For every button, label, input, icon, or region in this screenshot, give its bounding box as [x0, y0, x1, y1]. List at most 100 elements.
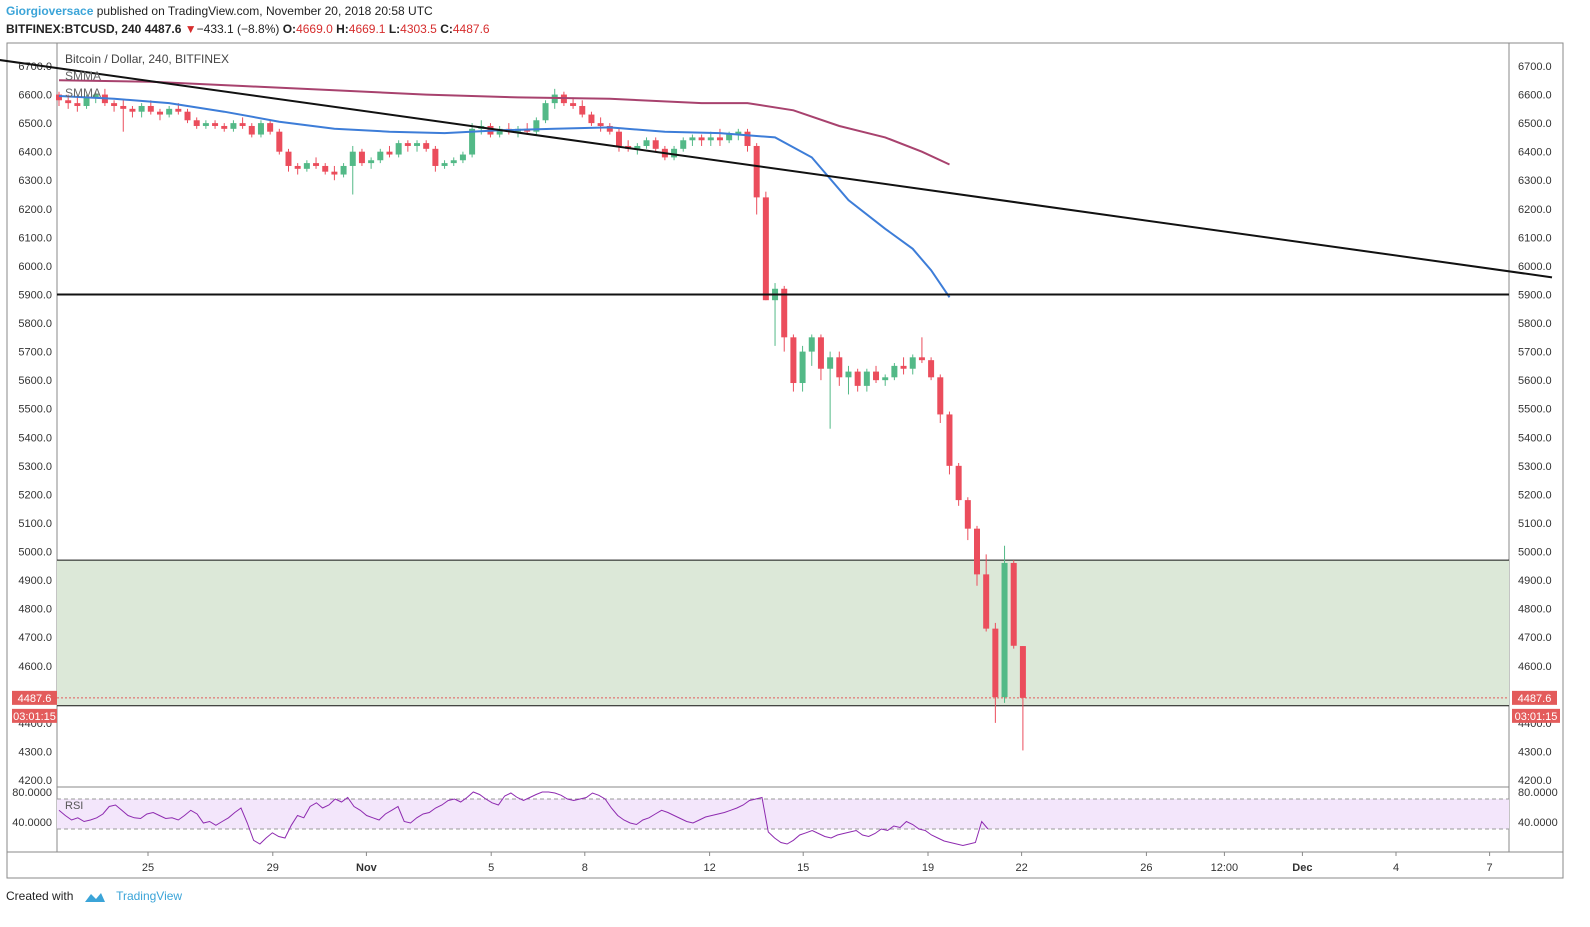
- y-tick-label-right: 6300.0: [1518, 175, 1552, 187]
- y-tick-label-left: 5900.0: [18, 289, 52, 301]
- y-tick-label-left: 5400.0: [18, 432, 52, 444]
- y-tick-label-right: 5400.0: [1518, 432, 1552, 444]
- candle-up: [377, 151, 384, 161]
- candle-up: [735, 131, 742, 135]
- y-tick-label-left: 5100.0: [18, 518, 52, 530]
- drawn-lines[interactable]: [0, 55, 1553, 699]
- y-tick-label-left: 4800.0: [18, 604, 52, 616]
- y-tick-label-left: 5200.0: [18, 489, 52, 501]
- candle-down: [111, 103, 118, 106]
- last-price: 4487.6: [144, 22, 182, 36]
- x-tick-label: 29: [267, 862, 279, 874]
- published-text: published on TradingView.com, November 2…: [96, 4, 433, 18]
- candle-up: [799, 351, 806, 384]
- candle-up: [83, 97, 90, 106]
- candle-down: [331, 171, 338, 175]
- y-tick-label-right: 6200.0: [1518, 204, 1552, 216]
- candle-down: [992, 628, 999, 698]
- candle-down: [1010, 562, 1017, 646]
- support-zone-layer: [57, 559, 1509, 707]
- candle-down: [753, 145, 760, 198]
- candle-up: [349, 151, 356, 166]
- smma-fast-line: [58, 95, 951, 298]
- candle-down: [918, 357, 925, 361]
- candle-up: [1001, 562, 1008, 698]
- candle-down: [873, 371, 880, 381]
- candle-down: [937, 377, 944, 415]
- candle-down: [267, 123, 274, 132]
- candle-down: [184, 111, 191, 121]
- candle-up: [671, 148, 678, 158]
- candle-down: [221, 125, 228, 129]
- candle-down: [147, 105, 154, 112]
- y-tick-label-right: 6400.0: [1518, 147, 1552, 159]
- candle-down: [597, 123, 604, 126]
- price-badge-left: 4487.6: [18, 693, 52, 705]
- x-tick-label: 15: [797, 862, 809, 874]
- rsi-tick-label-left: 40.0000: [12, 817, 52, 829]
- y-tick-label-left: 5800.0: [18, 318, 52, 330]
- candle-up: [680, 140, 687, 149]
- legend-smma-2[interactable]: SMMA: [65, 86, 101, 100]
- legend-smma-1[interactable]: SMMA: [65, 69, 101, 83]
- candle-up: [909, 357, 916, 369]
- candle-down: [1019, 646, 1026, 698]
- candle-down: [781, 288, 788, 338]
- y-tick-label-right: 4200.0: [1518, 775, 1552, 787]
- x-tick-label: 12: [703, 862, 715, 874]
- rsi-line: [58, 791, 989, 847]
- y-tick-label-left: 6300.0: [18, 175, 52, 187]
- candle-up: [92, 94, 99, 98]
- trendline[interactable]: [0, 55, 1553, 279]
- moving-averages: [58, 79, 951, 298]
- candle-down: [129, 108, 136, 112]
- y-tick-label-right: 6600.0: [1518, 90, 1552, 102]
- candle-down: [974, 528, 980, 575]
- candle-down: [762, 197, 769, 301]
- rsi-band: [57, 799, 1509, 829]
- candle-up: [138, 105, 145, 112]
- close-label: C:: [440, 22, 453, 36]
- candle-up: [303, 163, 310, 169]
- countdown-badge-left: 03:01:15: [13, 711, 56, 723]
- candle-down: [175, 108, 182, 112]
- candle-up: [542, 103, 549, 121]
- publish-info: Giorgioversace published on TradingView.…: [6, 4, 433, 19]
- y-tick-label-left: 6500.0: [18, 118, 52, 130]
- open-label: O:: [282, 22, 297, 36]
- x-tick-label: 19: [922, 862, 934, 874]
- y-tick-label-right: 5000.0: [1518, 547, 1552, 559]
- high-value: 4669.1: [348, 22, 386, 36]
- x-tick-label: 26: [1140, 862, 1152, 874]
- candle-up: [689, 137, 696, 141]
- tradingview-link[interactable]: TradingView: [116, 889, 183, 903]
- candle-down: [322, 165, 329, 172]
- y-tick-label-right: 6500.0: [1518, 118, 1552, 130]
- y-tick-label-right: 5900.0: [1518, 289, 1552, 301]
- candle-up: [257, 123, 264, 135]
- legend-rsi[interactable]: RSI: [65, 800, 83, 812]
- y-tick-label-left: 4600.0: [18, 661, 52, 673]
- candle-down: [239, 123, 246, 126]
- author-link[interactable]: Giorgioversace: [6, 4, 94, 18]
- close-value: 4487.6: [452, 22, 490, 36]
- candle-up: [496, 128, 503, 135]
- high-label: H:: [336, 22, 349, 36]
- y-tick-label-right: 4300.0: [1518, 746, 1552, 758]
- candle-down: [744, 131, 751, 146]
- x-tick-label: 22: [1015, 862, 1027, 874]
- price-change: −433.1 (−8.8%): [196, 22, 280, 36]
- candle-down: [120, 105, 127, 109]
- candle-down: [248, 125, 255, 135]
- candle-down: [404, 143, 411, 146]
- candle-down: [56, 94, 62, 101]
- candle-down: [955, 465, 962, 501]
- support-zone[interactable]: [57, 560, 1509, 706]
- y-tick-label-left: 5500.0: [18, 404, 52, 416]
- rsi-tick-label-right: 80.0000: [1518, 787, 1558, 799]
- candle-down: [423, 143, 430, 149]
- candle-down: [570, 103, 577, 106]
- x-tick-label: 25: [142, 862, 154, 874]
- y-tick-label-right: 6000.0: [1518, 261, 1552, 273]
